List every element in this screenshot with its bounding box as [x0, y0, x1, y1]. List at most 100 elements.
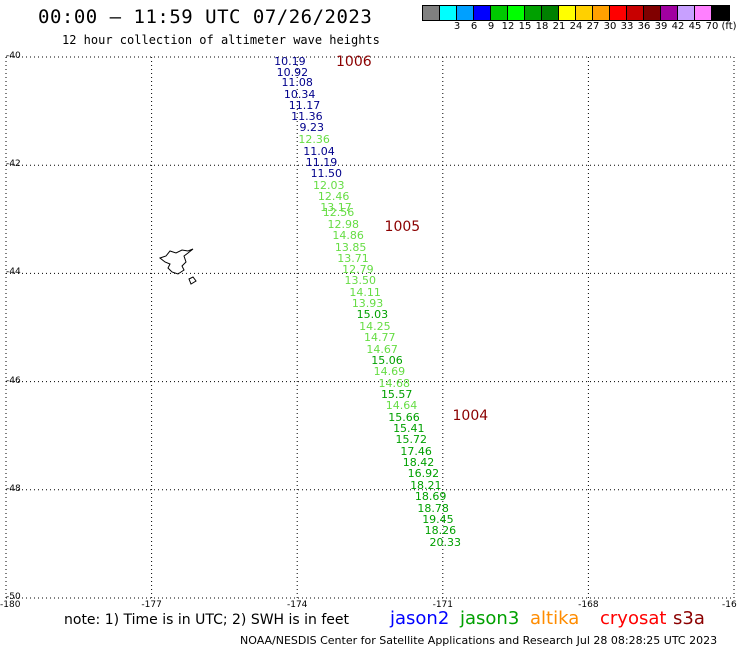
wave-height-value: 11.36: [291, 110, 323, 124]
longitude-label: -16: [722, 600, 737, 610]
wave-height-value: 12.46: [317, 189, 350, 203]
wave-height-value: 13.93: [351, 297, 384, 311]
legend-swatch: [508, 6, 525, 20]
wave-height-value: 19.45: [422, 512, 454, 526]
map-title: 00:00 — 11:59 UTC 07/26/2023: [38, 6, 373, 28]
pitt-island-shape: [188, 276, 197, 285]
latitude-label: -48: [6, 483, 21, 494]
satellite-cryosat: cryosat: [600, 608, 667, 629]
legend-label: 12: [501, 21, 515, 32]
legend-swatch: [559, 6, 576, 20]
legend-label: 27: [586, 21, 600, 32]
satellite-altika: altika: [530, 608, 580, 629]
pressure-value: 1006: [336, 53, 372, 70]
legend-swatch: [644, 6, 661, 20]
legend-label: 24: [569, 21, 583, 32]
legend-swatch: [678, 6, 695, 20]
legend-label: 36: [637, 21, 651, 32]
latitude-label: -46: [6, 375, 21, 386]
wave-height-value: 18.42: [402, 456, 435, 470]
wave-height-value: 10.34: [283, 87, 316, 101]
legend-swatch: [491, 6, 508, 20]
wave-height-value: 13.85: [334, 240, 367, 254]
legend-swatch: [695, 6, 712, 20]
satellite-jason2: jason2: [390, 608, 450, 629]
wave-height-value: 11.04: [303, 144, 335, 158]
legend-label: 15: [518, 21, 532, 32]
wave-height-value: 10.19: [274, 54, 306, 68]
wave-height-value: 11.08: [281, 76, 313, 90]
legend-swatch: [457, 6, 474, 20]
chatham-islands-outline: [158, 248, 197, 285]
wave-height-value: 14.11: [349, 285, 381, 299]
wave-height-value: 14.68: [378, 376, 411, 390]
wave-height-value: 14.86: [332, 229, 364, 243]
legend-label: 42: [671, 21, 685, 32]
wave-height-value: 13.71: [337, 252, 369, 266]
footer-note: note: 1) Time is in UTC; 2) SWH is in fe…: [64, 612, 350, 628]
wave-height-value: 16.92: [407, 467, 440, 481]
legend-swatch: [423, 6, 440, 20]
wave-height-value: 12.03: [312, 178, 345, 192]
map-subtitle: 12 hour collection of altimeter wave hei…: [62, 33, 380, 47]
legend-label: 6: [470, 21, 478, 32]
wave-height-value: 14.67: [366, 342, 398, 356]
wave-height-value: 10.92: [276, 65, 309, 79]
wave-height-value: 17.46: [400, 444, 432, 458]
legend-label: 21: [552, 21, 566, 32]
legend-swatch: [440, 6, 457, 20]
wave-height-value: 12.79: [342, 262, 374, 276]
legend-swatch: [474, 6, 491, 20]
wave-height-value: 20.33: [429, 535, 461, 549]
wave-height-value: 15.41: [393, 422, 425, 436]
latitude-label: -40: [6, 51, 21, 61]
legend-swatch: [576, 6, 593, 20]
footer-credit: NOAA/NESDIS Center for Satellite Applica…: [240, 634, 718, 647]
longitude-label: -168: [578, 600, 599, 610]
legend-label: 39: [654, 21, 668, 32]
longitude-label: -177: [141, 600, 162, 610]
wave-height-value: 14.64: [385, 399, 418, 413]
chatham-island-shape: [158, 248, 194, 275]
wave-height-value: 15.66: [388, 410, 420, 424]
legend-label: 45: [688, 21, 702, 32]
wave-height-value: 12.56: [322, 206, 355, 220]
wave-height-value: 18.78: [417, 501, 449, 515]
wave-height-value: 15.57: [380, 387, 413, 401]
wave-height-value: 11.50: [310, 167, 343, 181]
wave-height-value: 15.03: [356, 308, 389, 322]
legend-swatch: [661, 6, 678, 20]
wave-height-value: 18.21: [410, 478, 442, 492]
wave-height-value: 18.26: [424, 524, 457, 538]
wave-height-value: 14.77: [363, 331, 396, 345]
legend-swatch: [525, 6, 542, 20]
pressure-value: 1005: [384, 218, 421, 235]
legend-label: 70: [705, 21, 719, 32]
legend-label: 9: [487, 21, 495, 32]
pressure-value: 1004: [452, 408, 489, 425]
legend-label: (ft): [721, 21, 737, 32]
wave-height-value: 14.25: [359, 319, 391, 333]
satellite-jason3: jason3: [460, 608, 520, 629]
wave-height-value: 18.69: [414, 490, 447, 504]
wave-height-value: 11.17: [288, 99, 321, 113]
legend-label: 3: [453, 21, 461, 32]
wave-height-value: 15.06: [371, 353, 403, 367]
wave-height-value: 15.72: [395, 433, 428, 447]
wave-height-value: 12.98: [327, 218, 360, 232]
legend-label: 33: [620, 21, 634, 32]
satellite-s3a: s3a: [673, 608, 705, 629]
legend-swatch: [593, 6, 610, 20]
legend-swatch: [627, 6, 644, 20]
longitude-label: -180: [0, 600, 21, 610]
wave-height-value: 13.17: [320, 200, 352, 214]
wave-height-value: 11.19: [305, 155, 338, 169]
longitude-label: -171: [432, 600, 454, 610]
legend-label: 18: [535, 21, 549, 32]
latitude-label: -42: [6, 159, 21, 170]
latitude-label: -50: [6, 592, 21, 602]
wave-height-value: 9.23: [299, 121, 325, 135]
wave-height-value: 12.36: [298, 133, 330, 147]
legend-swatch: [542, 6, 559, 20]
